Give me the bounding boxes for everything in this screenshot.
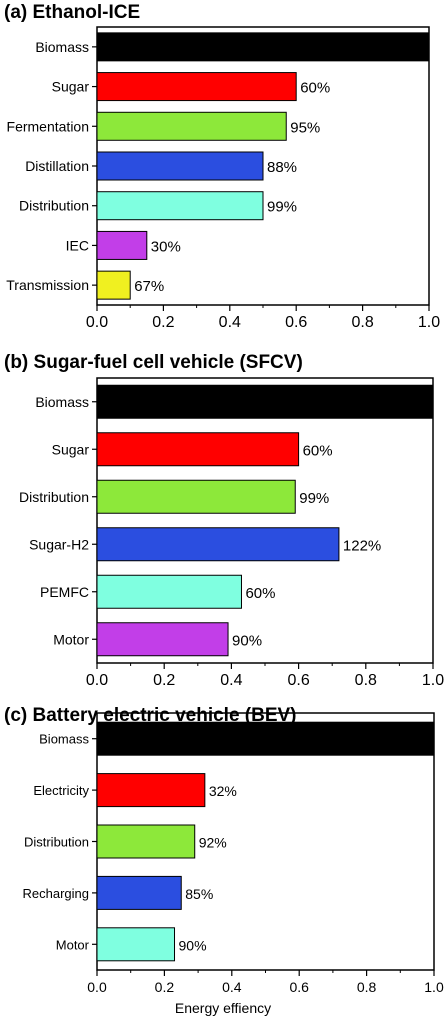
- bar-value-label: 88%: [267, 159, 297, 176]
- category-label: Biomass: [35, 39, 89, 55]
- x-tick-label: 0.4: [219, 314, 241, 331]
- panel-b-title: (b) Sugar-fuel cell vehicle (SFCV): [4, 352, 303, 373]
- chart-c: Biomass Electricity 32% Distribution 92% Rech…: [23, 712, 444, 995]
- x-tick-label: 0.8: [355, 672, 377, 689]
- bar-pemfc: [96, 574, 242, 609]
- x-tick-label: 0.0: [87, 979, 107, 995]
- bar-electricity: [96, 773, 206, 808]
- bar-iec: [96, 230, 148, 260]
- chart-b: Biomass Sugar 60% Distribution 99% Sugar-H2 12…: [19, 377, 444, 689]
- bar-sugar: [96, 432, 300, 467]
- category-label: Biomass: [35, 394, 89, 410]
- bar-value-label: 85%: [185, 886, 213, 902]
- x-axis-label: Energy effiency: [174, 1000, 272, 1016]
- bar-biomass: [96, 384, 434, 419]
- bar-value-label: 92%: [199, 835, 227, 851]
- bar-value-label: 99%: [267, 199, 297, 216]
- category-label: Distribution: [19, 198, 89, 214]
- category-label: Motor: [56, 937, 90, 952]
- bar-value-label: 90%: [179, 937, 207, 953]
- category-label: Sugar: [52, 79, 90, 95]
- bar-value-label: 95%: [290, 119, 320, 136]
- x-tick-label: 0.2: [155, 979, 175, 995]
- category-label: Distribution: [19, 489, 89, 505]
- x-tick-label: 0.4: [222, 979, 242, 995]
- category-label: IEC: [66, 237, 89, 253]
- x-tick-label: 1.0: [424, 979, 444, 995]
- bar-distillation: [96, 151, 264, 181]
- x-tick-label: 0.2: [152, 314, 174, 331]
- x-tick-label: 1.0: [418, 314, 440, 331]
- x-tick-label: 0.6: [289, 979, 309, 995]
- bar-biomass: [96, 32, 430, 62]
- x-tick-label: 0.8: [357, 979, 377, 995]
- category-label: PEMFC: [40, 584, 89, 600]
- bar-distribution: [96, 824, 196, 859]
- category-label: Electricity: [33, 783, 89, 798]
- bar-value-label: 30%: [151, 238, 181, 255]
- x-tick-label: 0.0: [86, 314, 108, 331]
- bar-value-label: 90%: [232, 632, 262, 649]
- category-label: Sugar: [52, 441, 90, 457]
- category-label: Fermentation: [7, 118, 89, 134]
- bar-value-label: 60%: [245, 585, 275, 602]
- x-tick-label: 0.0: [86, 672, 108, 689]
- category-label: Recharging: [23, 886, 90, 901]
- category-label: Distribution: [24, 835, 89, 850]
- bar-recharging: [96, 875, 182, 910]
- x-tick-label: 1.0: [422, 672, 444, 689]
- bar-sugar: [96, 72, 297, 102]
- bar-fermentation: [96, 111, 287, 141]
- bar-value-label: 67%: [134, 278, 164, 295]
- x-tick-label: 0.6: [285, 314, 307, 331]
- bar-motor: [96, 927, 176, 962]
- bar-sugar-h2: [96, 527, 340, 562]
- bar-value-label: 60%: [303, 442, 333, 459]
- category-label: Distillation: [25, 158, 89, 174]
- category-label: Sugar-H2: [29, 536, 89, 552]
- bar-value-label: 60%: [300, 80, 330, 97]
- bar-distribution: [96, 191, 264, 221]
- bar-biomass: [96, 721, 435, 756]
- bar-value-label: 122%: [343, 537, 381, 554]
- bar-transmission: [96, 270, 131, 300]
- x-tick-label: 0.4: [220, 672, 242, 689]
- category-label: Biomass: [39, 732, 89, 747]
- bar-value-label: 99%: [299, 490, 329, 507]
- category-label: Transmission: [6, 277, 89, 293]
- bar-motor: [96, 622, 229, 657]
- x-tick-label: 0.8: [351, 314, 373, 331]
- panel-a-title: (a) Ethanol-ICE: [4, 2, 141, 23]
- bar-distribution: [96, 479, 296, 514]
- category-label: Motor: [53, 631, 89, 647]
- panel-c-title: (c) Battery electric vehicle (BEV): [4, 705, 297, 726]
- x-tick-label: 0.6: [287, 672, 309, 689]
- x-tick-label: 0.2: [153, 672, 175, 689]
- chart-a: Biomass Sugar 60% Fermentation 95% Distillati…: [6, 26, 440, 331]
- bar-value-label: 32%: [209, 783, 237, 799]
- plot-frame: [96, 377, 434, 664]
